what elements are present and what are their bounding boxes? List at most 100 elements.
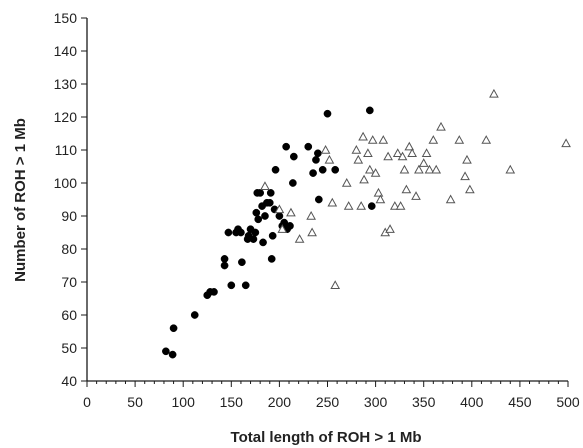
open-triangle-point xyxy=(353,154,364,164)
open-triangle-point xyxy=(327,197,338,207)
filled-circle-point xyxy=(220,255,229,263)
filled-circle-point xyxy=(256,189,265,197)
open-triangle-point xyxy=(392,148,403,157)
filled-circle-point xyxy=(318,165,327,174)
open-triangle-point xyxy=(445,194,456,204)
filled-circle-point xyxy=(304,142,313,151)
x-tick-label: 250 xyxy=(316,394,340,410)
filled-circle-point xyxy=(251,228,260,237)
x-tick-label: 100 xyxy=(172,394,196,410)
open-triangle-point xyxy=(414,164,424,174)
x-tick-label: 0 xyxy=(83,394,91,410)
y-tick-label: 80 xyxy=(61,241,77,257)
filled-circle-point xyxy=(265,198,274,207)
open-triangle-point xyxy=(375,194,386,204)
open-triangle-point xyxy=(460,171,470,181)
y-tick-label: 100 xyxy=(54,175,78,191)
y-tick-label: 50 xyxy=(61,340,77,356)
y-tick-label: 130 xyxy=(54,76,78,92)
y-tick-label: 60 xyxy=(61,307,77,323)
y-axis-title: Number of ROH > 1 Mb xyxy=(12,118,29,282)
x-tick-label: 450 xyxy=(508,394,532,410)
open-triangle-point xyxy=(351,144,362,154)
filled-circle-point xyxy=(259,238,267,247)
filled-circle-point xyxy=(210,288,218,296)
open-triangle-point xyxy=(367,135,378,144)
filled-circle-point xyxy=(267,255,276,263)
data-points xyxy=(162,88,571,359)
x-tick-label: 50 xyxy=(127,394,143,410)
y-tick-label: 70 xyxy=(61,274,77,290)
x-tick-label: 350 xyxy=(412,394,436,410)
open-triangle-point xyxy=(330,280,341,289)
open-triangle-point xyxy=(424,164,435,174)
open-triangle-point xyxy=(489,88,499,98)
open-triangle-point xyxy=(428,135,439,144)
filled-circle-point xyxy=(169,324,178,333)
x-axis-title: Total length of ROH > 1 Mb xyxy=(231,429,422,446)
filled-circle-point xyxy=(365,106,374,115)
open-triangle-point xyxy=(356,201,367,210)
open-triangle-point xyxy=(399,164,410,174)
filled-circle-point xyxy=(237,228,245,237)
open-triangle-point xyxy=(320,144,331,154)
filled-circle-point xyxy=(309,169,317,177)
open-triangle-point xyxy=(465,184,475,194)
open-triangle-point xyxy=(324,154,335,164)
x-tick-label: 300 xyxy=(364,394,388,410)
open-triangle-point xyxy=(505,164,516,174)
open-triangle-point xyxy=(436,121,446,131)
open-triangle-point xyxy=(363,148,373,157)
open-triangle-point xyxy=(481,135,492,144)
open-triangle-point xyxy=(462,154,472,164)
filled-circle-point xyxy=(314,149,322,158)
filled-circle-point xyxy=(238,258,246,267)
open-triangle-point xyxy=(277,224,288,233)
open-triangle-point xyxy=(274,204,285,214)
open-triangle-point xyxy=(395,201,406,210)
open-triangle-point xyxy=(306,210,316,220)
filled-circle-point xyxy=(254,215,263,224)
open-triangle-point xyxy=(401,184,412,194)
filled-circle-point xyxy=(220,261,229,270)
x-tick-label: 400 xyxy=(460,394,484,410)
filled-circle-point xyxy=(249,235,258,243)
filled-circle-point xyxy=(275,212,284,220)
open-triangle-point xyxy=(341,177,352,187)
y-tick-label: 150 xyxy=(54,10,78,26)
open-triangle-point xyxy=(561,138,571,148)
x-tick-label: 150 xyxy=(220,394,244,410)
open-triangle-point xyxy=(411,191,421,200)
open-triangle-point xyxy=(407,148,418,157)
y-tick-label: 120 xyxy=(54,109,78,125)
filled-circle-point xyxy=(286,222,294,230)
open-triangle-point xyxy=(294,234,305,243)
filled-circle-point xyxy=(323,109,332,118)
y-tick-label: 40 xyxy=(61,373,77,389)
open-triangle-point xyxy=(370,168,381,177)
filled-circle-point xyxy=(289,179,297,187)
filled-circle-point xyxy=(168,350,177,359)
y-tick-label: 110 xyxy=(55,142,78,158)
filled-circle-point xyxy=(266,189,275,197)
plot-axes xyxy=(86,18,568,382)
open-triangle-point xyxy=(383,151,393,161)
filled-circle-point xyxy=(282,142,290,151)
open-triangle-point xyxy=(378,135,389,144)
open-triangle-point xyxy=(373,187,384,197)
filled-circle-point xyxy=(241,281,250,290)
open-triangle-point xyxy=(260,181,270,190)
filled-circle-point xyxy=(331,165,340,174)
open-triangle-point xyxy=(307,227,317,237)
open-triangle-point xyxy=(397,151,408,161)
filled-circle-point xyxy=(268,231,277,240)
filled-circle-point xyxy=(312,156,320,164)
filled-circle-point xyxy=(227,281,236,290)
filled-circle-point xyxy=(367,202,376,210)
axis-ticks: 0 50 100 150 200 250 300 350 400 450 500 40 50 60 70 80… xyxy=(54,10,580,410)
open-triangle-point xyxy=(364,164,375,174)
open-triangle-point xyxy=(454,135,465,144)
open-triangle-point xyxy=(343,201,354,210)
filled-circle-point xyxy=(252,208,261,217)
x-tick-label: 200 xyxy=(268,394,292,410)
